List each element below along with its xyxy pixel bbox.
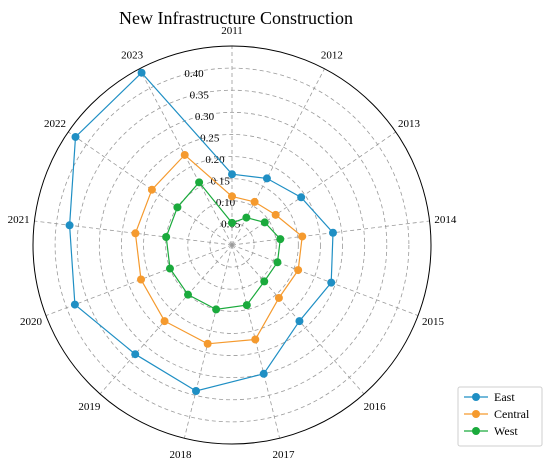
- data-point: [137, 68, 146, 77]
- data-point: [70, 300, 79, 309]
- legend-marker: [472, 427, 480, 435]
- data-point: [131, 350, 140, 359]
- data-point: [228, 218, 236, 227]
- data-point: [192, 386, 201, 395]
- category-label: 2011: [221, 25, 243, 37]
- data-point: [294, 266, 303, 275]
- category-label: 2018: [170, 449, 193, 461]
- category-label: 2020: [20, 316, 43, 328]
- radial-tick-label: 0.35: [190, 90, 210, 102]
- category-label: 2012: [321, 50, 343, 62]
- data-point: [295, 317, 304, 326]
- data-point: [260, 277, 269, 286]
- data-point: [195, 178, 204, 187]
- data-point: [260, 218, 269, 227]
- radial-tick-labels: 0.050.100.150.200.250.300.350.40: [184, 68, 241, 230]
- data-point: [180, 150, 189, 159]
- grid-circle: [143, 156, 321, 334]
- legend-label: Central: [494, 407, 530, 421]
- data-point: [259, 369, 268, 378]
- category-label: 2021: [8, 214, 30, 226]
- category-label: 2019: [78, 401, 101, 413]
- category-label: 2023: [121, 50, 144, 62]
- data-point: [160, 317, 169, 326]
- grid-circle: [187, 200, 277, 290]
- series-west: [162, 178, 285, 314]
- data-point: [276, 235, 285, 244]
- data-point: [297, 193, 306, 202]
- data-point: [228, 192, 236, 201]
- series-line: [134, 154, 303, 345]
- data-point: [162, 233, 171, 242]
- grid-circle: [98, 111, 366, 379]
- grid-circle: [165, 178, 299, 312]
- legend-marker: [472, 410, 480, 418]
- data-point: [228, 170, 236, 179]
- grid-spoke: [231, 131, 397, 246]
- data-point: [242, 301, 251, 310]
- series-east: [65, 68, 337, 395]
- category-label: 2014: [434, 214, 457, 226]
- radial-tick-label: 0.15: [211, 176, 231, 188]
- data-point: [271, 210, 280, 219]
- data-point: [173, 203, 182, 212]
- category-label: 2017: [272, 449, 295, 461]
- series-central: [131, 150, 307, 348]
- data-point: [203, 339, 212, 348]
- series-layer: [65, 68, 337, 395]
- category-label: 2022: [44, 118, 66, 130]
- chart-title: New Infrastructure Construction: [119, 8, 353, 28]
- data-point: [327, 278, 336, 287]
- data-point: [242, 213, 251, 222]
- data-point: [71, 132, 80, 141]
- radial-tick-label: 0.30: [195, 111, 215, 123]
- legend: East Central West: [457, 386, 543, 447]
- data-point: [298, 232, 307, 241]
- category-label: 2016: [364, 401, 387, 413]
- legend-marker: [472, 393, 480, 401]
- grid-circle: [121, 134, 343, 356]
- data-point: [165, 264, 174, 273]
- data-point: [131, 229, 140, 238]
- legend-label: East: [494, 390, 515, 404]
- data-point: [184, 290, 193, 299]
- outer-circle: [32, 45, 432, 445]
- data-point: [328, 228, 337, 237]
- data-point: [251, 335, 260, 344]
- data-point: [250, 197, 259, 206]
- series-line: [68, 71, 334, 392]
- data-point: [65, 221, 74, 230]
- data-point: [147, 185, 156, 194]
- data-point: [274, 293, 283, 302]
- data-point: [262, 174, 271, 183]
- radial-tick-label: 0.25: [200, 133, 220, 145]
- category-label: 2013: [398, 118, 421, 130]
- radial-tick-label: 0.20: [205, 154, 225, 166]
- radial-tick-label: 0.40: [184, 68, 204, 80]
- grid-spoke: [231, 68, 325, 246]
- data-point: [273, 258, 282, 267]
- chart-grid: [32, 45, 432, 445]
- category-label: 2015: [422, 316, 445, 328]
- legend-label: West: [494, 424, 518, 438]
- data-point: [137, 275, 146, 284]
- grid-circle: [209, 222, 255, 268]
- category-labels: 2011 2012 2013 2014 2015 2016 2017 2018 2019 2020…: [8, 25, 457, 461]
- data-point: [212, 305, 221, 314]
- grid-spoke: [231, 244, 419, 316]
